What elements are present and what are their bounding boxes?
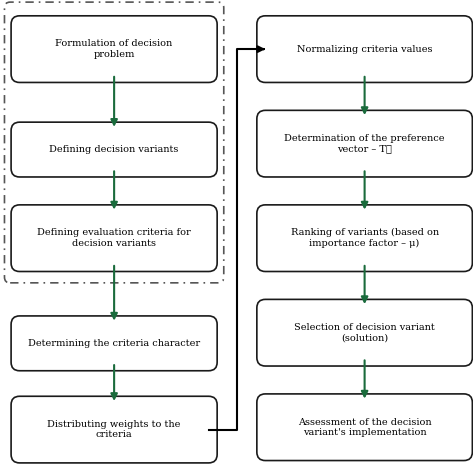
Text: Determination of the preference
vector – T⃗: Determination of the preference vector –…: [284, 134, 445, 154]
Text: Normalizing criteria values: Normalizing criteria values: [297, 45, 432, 54]
FancyBboxPatch shape: [11, 16, 217, 82]
FancyBboxPatch shape: [257, 394, 473, 461]
FancyBboxPatch shape: [11, 396, 217, 463]
FancyBboxPatch shape: [257, 205, 473, 272]
FancyBboxPatch shape: [11, 316, 217, 371]
FancyBboxPatch shape: [257, 110, 473, 177]
Text: Distributing weights to the
criteria: Distributing weights to the criteria: [47, 420, 181, 439]
Text: Defining decision variants: Defining decision variants: [49, 145, 179, 154]
Text: Selection of decision variant
(solution): Selection of decision variant (solution): [294, 323, 435, 342]
Text: Defining evaluation criteria for
decision variants: Defining evaluation criteria for decisio…: [37, 228, 191, 248]
FancyBboxPatch shape: [11, 122, 217, 177]
FancyBboxPatch shape: [11, 205, 217, 272]
FancyBboxPatch shape: [257, 16, 473, 82]
Text: Assessment of the decision
variant's implementation: Assessment of the decision variant's imp…: [298, 418, 431, 437]
Text: Determining the criteria character: Determining the criteria character: [28, 339, 200, 348]
Text: Formulation of decision
problem: Formulation of decision problem: [55, 39, 173, 59]
Text: Ranking of variants (based on
importance factor – μ): Ranking of variants (based on importance…: [291, 228, 438, 248]
FancyBboxPatch shape: [257, 300, 473, 366]
